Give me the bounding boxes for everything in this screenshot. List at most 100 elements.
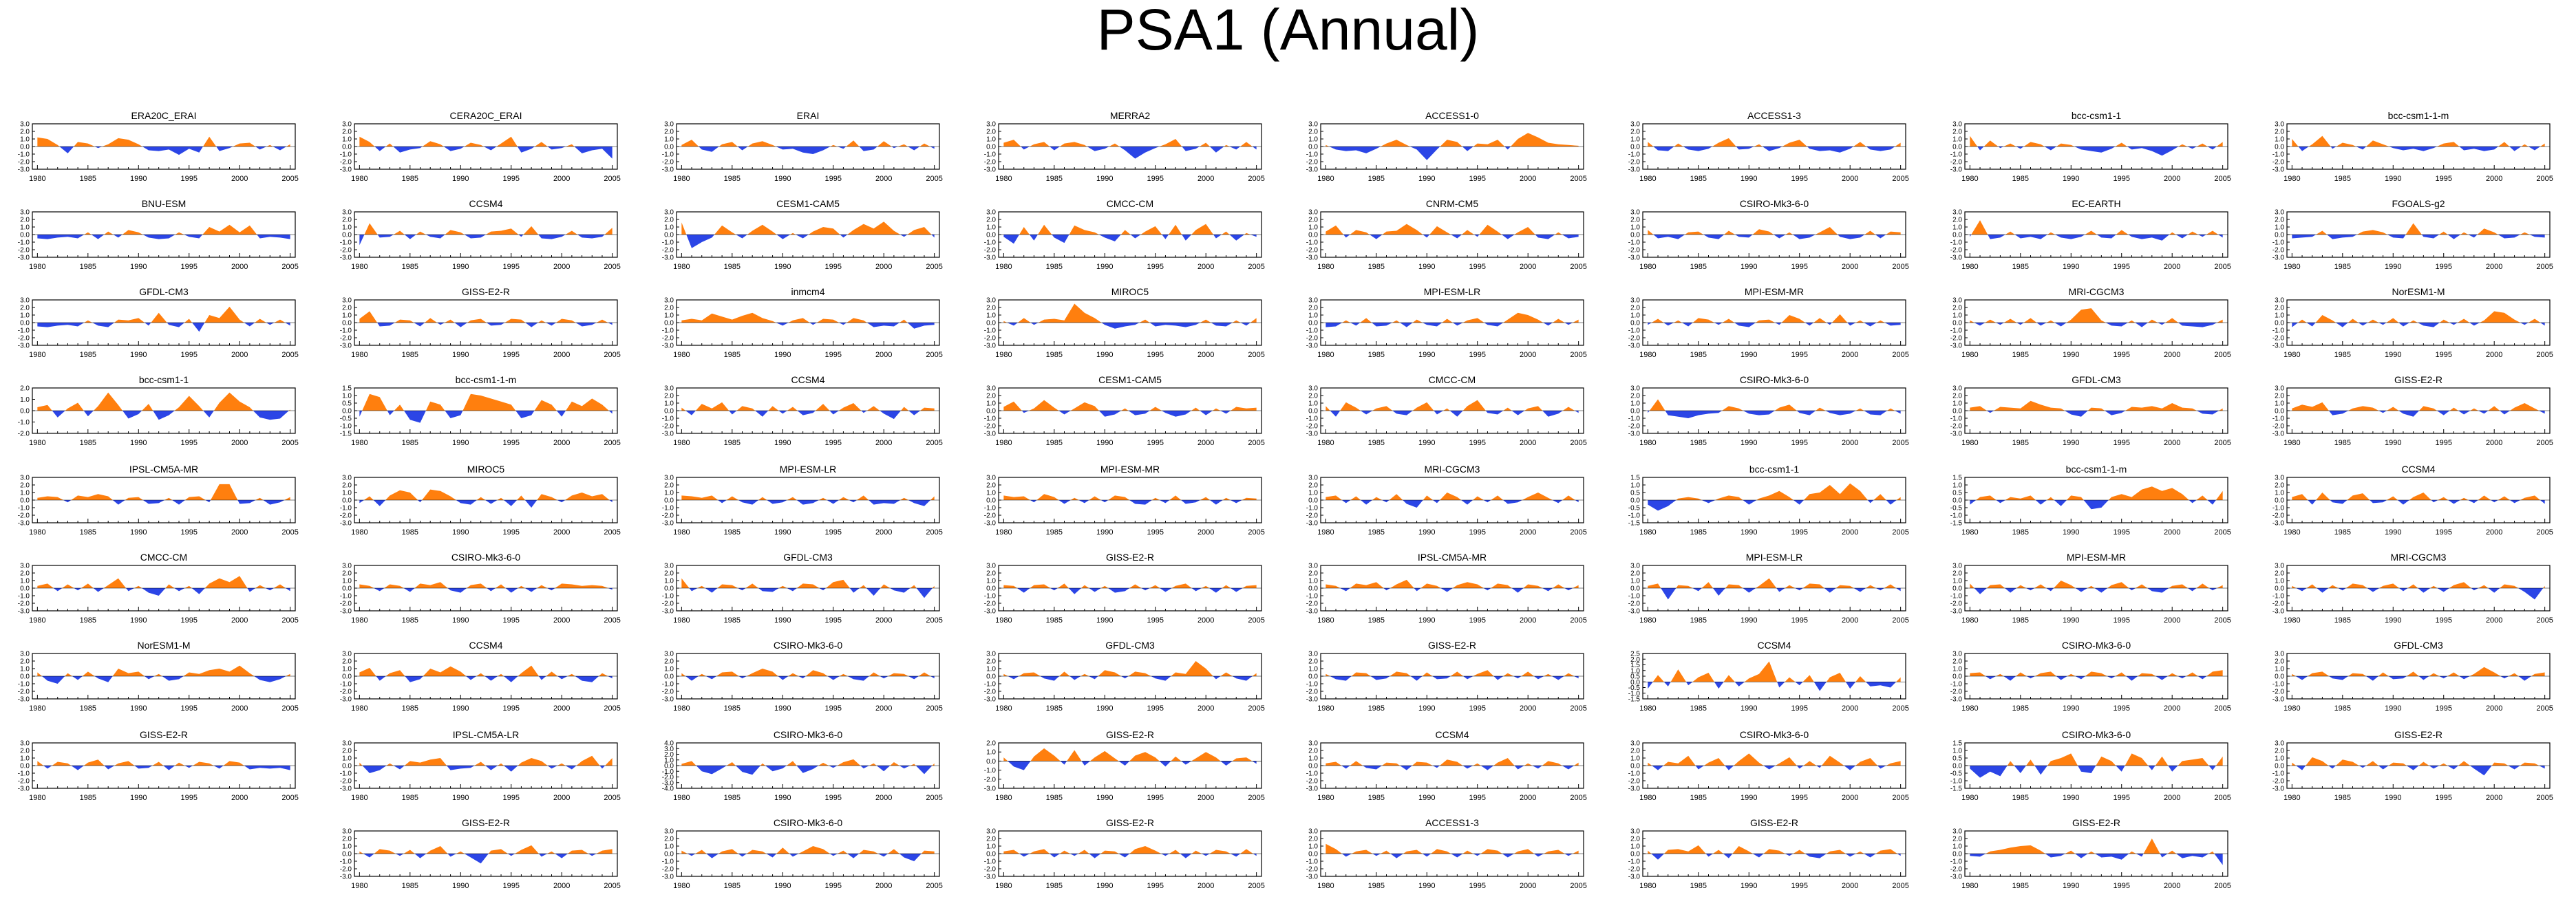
positive-area xyxy=(2034,584,2047,588)
x-tick-label: 1980 xyxy=(351,175,368,183)
positive-area xyxy=(515,845,539,854)
x-tick-label: 2000 xyxy=(2486,351,2502,359)
y-tick-label: -3.0 xyxy=(984,874,997,881)
positive-area xyxy=(695,850,707,854)
positive-area xyxy=(1676,497,1702,500)
negative-area xyxy=(2518,676,2532,681)
positive-area xyxy=(2023,318,2037,323)
y-tick-label: 0.0 xyxy=(342,497,352,505)
x-tick-label: 1995 xyxy=(1147,351,1163,359)
positive-area xyxy=(1326,144,1330,147)
y-tick-label: 0.0 xyxy=(1308,408,1318,415)
x-tick-label: 1985 xyxy=(80,616,96,625)
positive-area xyxy=(1479,224,1502,235)
positive-area xyxy=(920,407,935,411)
positive-area xyxy=(1855,408,1864,411)
positive-area xyxy=(1200,319,1211,323)
positive-area xyxy=(1831,314,1848,323)
positive-area xyxy=(768,406,779,411)
y-tick-label: 3.0 xyxy=(1952,385,1962,393)
negative-area xyxy=(766,854,777,858)
positive-area xyxy=(62,584,74,588)
y-tick-label: 3.0 xyxy=(2275,297,2284,305)
positive-area xyxy=(788,318,810,323)
x-tick-label: 2000 xyxy=(1520,528,1536,537)
x-tick-label: 2000 xyxy=(1197,175,1214,183)
positive-area xyxy=(394,319,414,323)
negative-area xyxy=(71,766,84,770)
positive-area xyxy=(2367,319,2379,323)
y-tick-label: -1.0 xyxy=(1628,239,1641,247)
negative-area xyxy=(2540,500,2545,504)
negative-area xyxy=(1542,588,1553,592)
y-tick-label: 1.0 xyxy=(2275,755,2284,763)
positive-area xyxy=(1070,402,1099,411)
y-tick-label: 0.0 xyxy=(1952,851,1962,858)
x-tick-label: 2000 xyxy=(1842,704,1858,713)
negative-area xyxy=(705,588,718,593)
x-tick-label: 1995 xyxy=(2435,528,2451,537)
x-tick-label: 2000 xyxy=(1197,528,1214,537)
y-tick-label: -3.0 xyxy=(340,520,352,528)
x-tick-label: 1990 xyxy=(1418,882,1435,890)
negative-area xyxy=(758,588,779,592)
negative-area xyxy=(1414,588,1421,592)
negative-area xyxy=(575,676,599,682)
negative-area xyxy=(2378,411,2387,413)
negative-area xyxy=(737,147,748,151)
negative-area xyxy=(1087,147,1109,151)
negative-area xyxy=(1200,411,1213,415)
negative-area xyxy=(1813,682,1827,691)
x-tick-label: 1990 xyxy=(1096,175,1113,183)
positive-area xyxy=(2217,585,2223,588)
positive-area xyxy=(1722,406,1743,411)
y-tick-label: 3.0 xyxy=(986,385,996,393)
y-tick-label: 0.0 xyxy=(2275,232,2284,239)
positive-area xyxy=(535,142,548,147)
y-tick-label: -2.0 xyxy=(340,335,352,343)
y-tick-label: 1.0 xyxy=(1630,312,1640,320)
x-tick-label: 2005 xyxy=(604,351,620,359)
x-tick-label: 2000 xyxy=(2486,263,2502,271)
positive-area xyxy=(2005,231,2015,235)
x-tick-label: 2005 xyxy=(281,794,298,802)
y-tick-label: -3.0 xyxy=(1950,255,1963,262)
y-tick-label: -1.0 xyxy=(662,239,674,247)
positive-area xyxy=(778,585,787,588)
positive-area xyxy=(2003,318,2017,323)
negative-area xyxy=(1229,147,1241,150)
x-tick-label: 1995 xyxy=(1147,794,1163,802)
y-tick-label: 2.0 xyxy=(342,482,352,490)
positive-area xyxy=(2328,585,2339,588)
positive-area xyxy=(1703,758,1725,766)
positive-area xyxy=(363,496,374,500)
x-tick-label: 2005 xyxy=(2536,263,2553,271)
x-tick-label: 2005 xyxy=(604,704,620,713)
y-tick-label: 3.0 xyxy=(20,121,30,129)
negative-area xyxy=(2421,235,2440,239)
x-tick-label: 1985 xyxy=(402,794,418,802)
x-tick-label: 1995 xyxy=(1469,704,1485,713)
x-tick-label: 2000 xyxy=(1197,439,1214,447)
negative-area xyxy=(608,323,613,325)
positive-area xyxy=(2125,753,2149,766)
x-tick-label: 1995 xyxy=(502,528,519,537)
positive-area xyxy=(1081,673,1089,676)
negative-area xyxy=(608,411,613,414)
negative-area xyxy=(765,766,787,772)
x-tick-label: 1990 xyxy=(1418,528,1435,537)
y-tick-label: -1.0 xyxy=(1950,778,1963,786)
negative-area xyxy=(376,676,386,681)
y-tick-label: -1.0 xyxy=(18,327,30,335)
positive-area xyxy=(1775,757,1797,766)
positive-area xyxy=(1803,761,1817,766)
positive-area xyxy=(1139,319,1150,323)
negative-area xyxy=(404,235,416,239)
y-tick-label: 3.0 xyxy=(20,740,30,748)
y-tick-label: 3.0 xyxy=(1952,651,1962,658)
x-tick-label: 1990 xyxy=(1096,794,1113,802)
panel-title: FGOALS-g2 xyxy=(2392,198,2445,209)
negative-area xyxy=(2500,411,2511,415)
